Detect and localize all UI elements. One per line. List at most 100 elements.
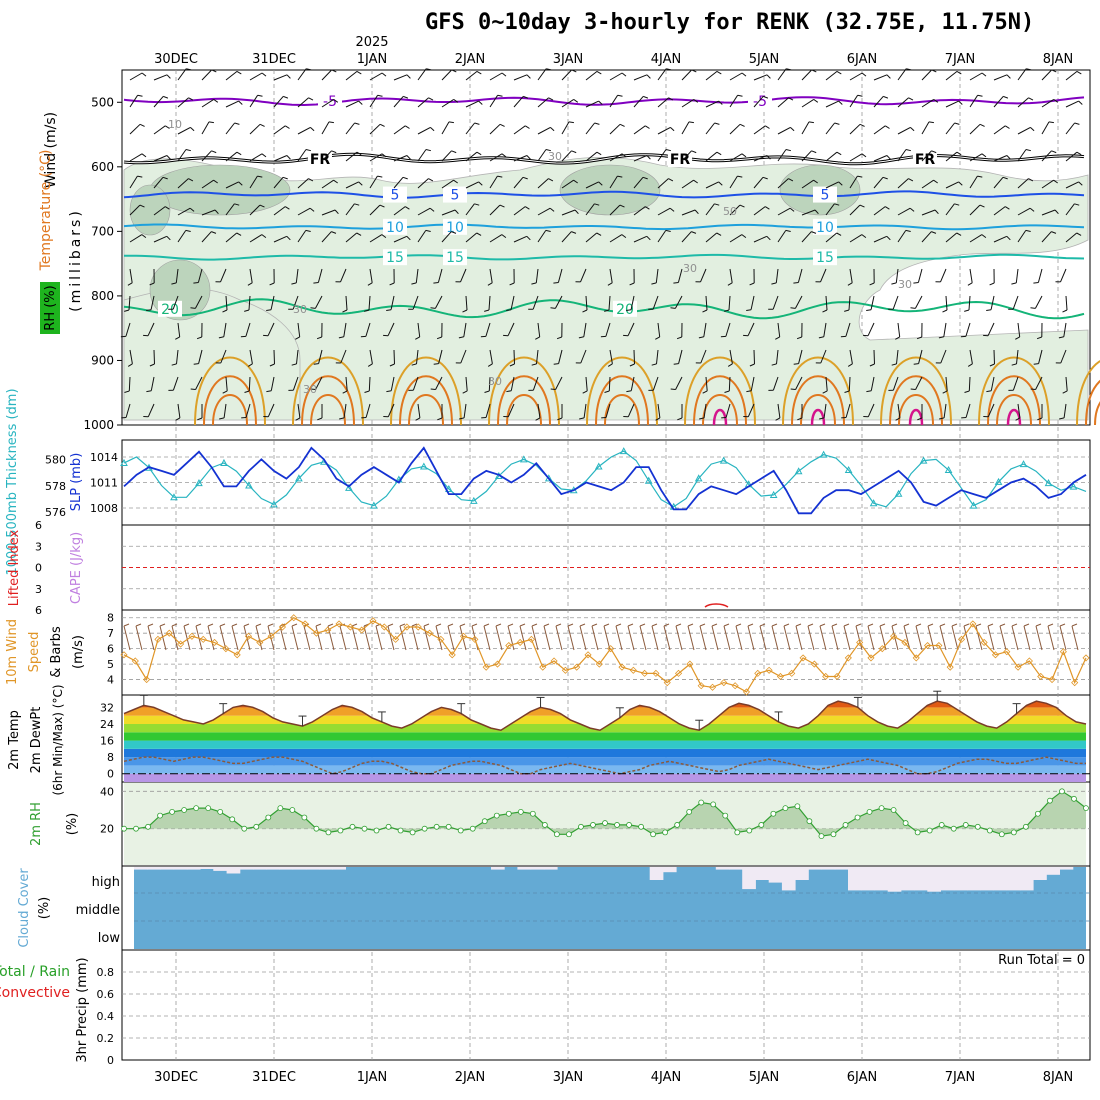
rh-marker [241, 825, 248, 832]
wind-barb [317, 268, 323, 283]
wind-barb-flag [698, 336, 704, 339]
wind-barb [873, 235, 888, 243]
rh-marker [361, 825, 368, 832]
wind-barb [993, 206, 1006, 216]
temp-band [124, 740, 1086, 749]
surface-wind-barb [591, 625, 599, 651]
wind-barb [705, 122, 715, 135]
wind-barb-flag [669, 207, 675, 212]
surface-wind-barb-flag [603, 623, 610, 627]
surface-wind-barb [855, 625, 863, 651]
wind-barb-flag [462, 309, 468, 313]
surface-wind-barb-flag [555, 623, 562, 627]
wind-barb [775, 268, 779, 283]
wind-barb-flag [573, 98, 579, 103]
wind-barb-flag [724, 390, 730, 393]
high-cloud-gap [134, 867, 148, 870]
rh-marker [710, 801, 717, 808]
wind-barb [345, 295, 348, 311]
wind-barb [125, 403, 131, 418]
wind-barb-flag [310, 307, 316, 309]
rh-marker [770, 810, 777, 817]
pressure-tick-label: 500 [91, 95, 114, 109]
wind-barb [609, 153, 623, 162]
wind-barb [441, 98, 454, 108]
surface-wind-barb-flag [423, 623, 430, 627]
rh-marker [722, 812, 729, 819]
surface-wind-barb [363, 625, 371, 651]
temp-band [124, 715, 1086, 724]
wind-barb [125, 322, 131, 337]
wind-barb-flag [433, 282, 439, 284]
surface-wind-barb [303, 625, 311, 651]
wind-speed-marker [210, 638, 219, 647]
isotherm-label-bg [318, 92, 342, 109]
wind-barb [585, 100, 599, 108]
wind-speed-marker [573, 663, 581, 671]
wind-barb-flag [146, 309, 152, 311]
wind-barb [557, 268, 563, 283]
surface-wind-barb-flag [987, 623, 994, 627]
wind-barb-flag [1076, 151, 1082, 156]
wind-barb-flag [665, 229, 671, 232]
wind-barb-flag [822, 390, 828, 394]
isotherm-5 [123, 190, 1085, 199]
wind-barb [507, 403, 515, 418]
surface-wind-barb [1047, 625, 1055, 651]
wind-barb-flag [411, 363, 417, 366]
wind-barb [175, 268, 179, 283]
wind-barb [633, 176, 644, 189]
surface-wind-barb-flag [651, 623, 658, 627]
surface-wind-barb-flag [783, 623, 790, 627]
wind-barb [1063, 322, 1067, 337]
rh-marker [313, 825, 320, 832]
wind-barb-flag [916, 336, 922, 340]
wind-barb-flag [741, 153, 747, 158]
wind-barb-flag [746, 390, 752, 393]
wind-barb-flag [964, 309, 970, 312]
wind-barb-flag [668, 178, 674, 182]
surface-wind-barb-flag [735, 623, 742, 627]
wind-barb-flag [497, 175, 503, 178]
wind-barb [273, 206, 286, 216]
upper-wind-barbs [120, 68, 1083, 421]
wind-barb-flag [1058, 336, 1064, 339]
wind-barb-flag [670, 388, 676, 390]
rh-marker [746, 827, 753, 834]
wind-barb [315, 376, 323, 390]
wind-barb [369, 204, 381, 216]
wind-speed-marker [799, 654, 807, 662]
wind-barb [463, 322, 467, 337]
wind-barb [537, 68, 547, 81]
wind-speed-marker [222, 645, 230, 653]
wind-barb [873, 176, 884, 189]
wind-barb [753, 96, 764, 108]
wind-barb [267, 403, 275, 418]
wind-barb-flag [861, 153, 867, 158]
rh-marker [938, 822, 945, 828]
surface-wind-barb [387, 625, 395, 651]
wind-barb [585, 232, 598, 243]
wind-barb [393, 125, 406, 135]
wind-barb [605, 403, 611, 418]
wind-barb [465, 203, 475, 216]
wind-barb-flag [476, 232, 482, 236]
wind-speed-marker [324, 626, 332, 634]
wind-barb-flag [617, 94, 623, 97]
isotherm-label-bg [443, 249, 467, 266]
rh-contour-label: 30 [683, 262, 697, 275]
wind-barb [369, 72, 383, 81]
wind-barb [369, 95, 379, 108]
isotherm-label: FR [915, 152, 936, 168]
wind-barb-flag [208, 121, 214, 124]
wind-barb [993, 125, 1006, 135]
wind-barb [1041, 98, 1054, 108]
wind-barb [561, 150, 572, 162]
wind-barb-flag [670, 307, 676, 309]
wind-barb [825, 295, 828, 311]
wind-barb [969, 234, 983, 243]
wind-barb-flag [594, 122, 600, 125]
wind-barb-flag [621, 234, 627, 239]
wind-barb-flag [977, 175, 983, 178]
wind-barb-flag [771, 363, 777, 366]
